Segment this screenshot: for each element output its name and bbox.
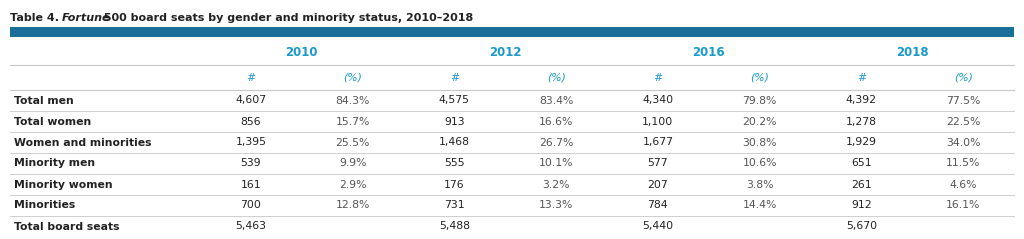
Text: 84.3%: 84.3% — [336, 96, 370, 105]
Text: 9.9%: 9.9% — [339, 158, 367, 168]
Text: 5,463: 5,463 — [236, 222, 266, 232]
Text: Total men: Total men — [14, 96, 74, 105]
Text: 651: 651 — [851, 158, 871, 168]
Text: Women and minorities: Women and minorities — [14, 137, 152, 147]
Text: Fortune: Fortune — [62, 13, 111, 23]
Text: 83.4%: 83.4% — [539, 96, 573, 105]
Text: 77.5%: 77.5% — [946, 96, 980, 105]
Text: 30.8%: 30.8% — [742, 137, 777, 147]
Text: 11.5%: 11.5% — [946, 158, 980, 168]
Text: 22.5%: 22.5% — [946, 116, 980, 126]
Text: 25.5%: 25.5% — [336, 137, 370, 147]
Text: 577: 577 — [647, 158, 669, 168]
Text: Minority women: Minority women — [14, 179, 113, 190]
Text: 555: 555 — [444, 158, 465, 168]
Text: Total board seats: Total board seats — [14, 222, 120, 232]
Text: Minorities: Minorities — [14, 201, 75, 211]
Text: 16.6%: 16.6% — [539, 116, 573, 126]
Text: 2012: 2012 — [489, 45, 521, 59]
Text: 2010: 2010 — [286, 45, 318, 59]
Text: 176: 176 — [444, 179, 465, 190]
Text: #: # — [450, 73, 459, 83]
Text: (%): (%) — [343, 73, 362, 83]
Text: 16.1%: 16.1% — [946, 201, 980, 211]
Text: 1,468: 1,468 — [439, 137, 470, 147]
Text: 10.6%: 10.6% — [742, 158, 777, 168]
Text: 20.2%: 20.2% — [742, 116, 777, 126]
Text: 4,607: 4,607 — [236, 96, 266, 105]
Text: #: # — [653, 73, 663, 83]
Text: 4,340: 4,340 — [642, 96, 674, 105]
Text: #: # — [247, 73, 255, 83]
Text: 539: 539 — [241, 158, 261, 168]
Text: #: # — [857, 73, 866, 83]
Text: 5,440: 5,440 — [642, 222, 674, 232]
Text: 3.2%: 3.2% — [543, 179, 570, 190]
Text: 1,395: 1,395 — [236, 137, 266, 147]
Text: 26.7%: 26.7% — [539, 137, 573, 147]
Text: 13.3%: 13.3% — [539, 201, 573, 211]
Text: (%): (%) — [953, 73, 973, 83]
Text: Minority men: Minority men — [14, 158, 95, 168]
Text: 15.7%: 15.7% — [336, 116, 370, 126]
Text: 14.4%: 14.4% — [742, 201, 777, 211]
Text: 207: 207 — [647, 179, 669, 190]
Text: 2016: 2016 — [692, 45, 725, 59]
Text: 12.8%: 12.8% — [336, 201, 370, 211]
Text: 4,575: 4,575 — [439, 96, 470, 105]
Text: 4,392: 4,392 — [846, 96, 877, 105]
Text: 1,278: 1,278 — [846, 116, 877, 126]
Text: 784: 784 — [647, 201, 669, 211]
Text: 261: 261 — [851, 179, 871, 190]
Text: 856: 856 — [241, 116, 261, 126]
Text: 731: 731 — [444, 201, 465, 211]
Text: 2018: 2018 — [896, 45, 929, 59]
Text: 1,100: 1,100 — [642, 116, 674, 126]
Text: Table 4.: Table 4. — [10, 13, 62, 23]
Text: 161: 161 — [241, 179, 261, 190]
Text: 3.8%: 3.8% — [745, 179, 773, 190]
Text: 912: 912 — [851, 201, 871, 211]
Text: 500 board seats by gender and minority status, 2010–2018: 500 board seats by gender and minority s… — [100, 13, 473, 23]
Text: 34.0%: 34.0% — [946, 137, 980, 147]
Text: 5,488: 5,488 — [439, 222, 470, 232]
Text: (%): (%) — [547, 73, 565, 83]
Text: (%): (%) — [751, 73, 769, 83]
Text: 1,929: 1,929 — [846, 137, 877, 147]
Text: 2.9%: 2.9% — [339, 179, 367, 190]
Text: 1,677: 1,677 — [642, 137, 674, 147]
Text: 700: 700 — [241, 201, 261, 211]
Text: Total women: Total women — [14, 116, 91, 126]
Bar — [10, 27, 1014, 37]
Text: 10.1%: 10.1% — [539, 158, 573, 168]
Text: 5,670: 5,670 — [846, 222, 877, 232]
Text: 913: 913 — [444, 116, 465, 126]
Text: 4.6%: 4.6% — [949, 179, 977, 190]
Text: 79.8%: 79.8% — [742, 96, 777, 105]
